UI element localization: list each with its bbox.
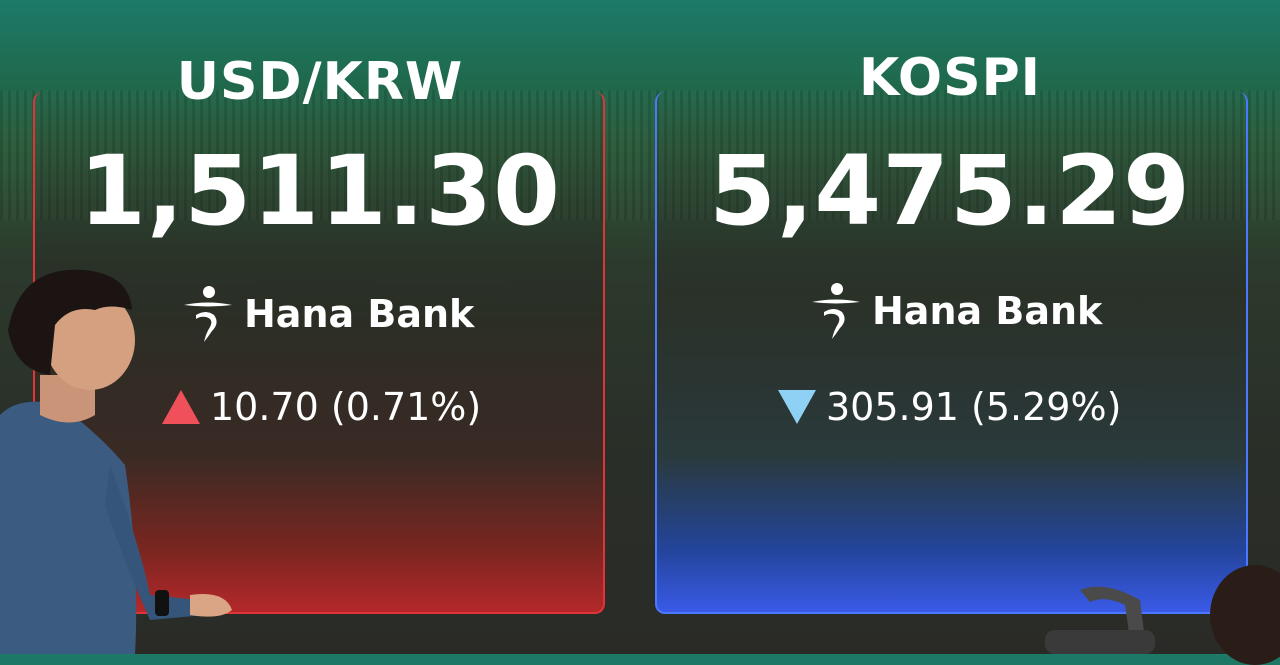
hana-bank-brand: Hana Bank bbox=[182, 285, 474, 343]
triangle-up-icon bbox=[162, 390, 200, 424]
brand-name: Hana Bank bbox=[244, 292, 475, 336]
person-walking bbox=[0, 269, 232, 654]
kospi-panel bbox=[655, 92, 1248, 614]
person-head-foreground bbox=[1210, 565, 1280, 665]
kospi-title: KOSPI bbox=[858, 48, 1042, 108]
usd-krw-value: 1,511.30 bbox=[79, 135, 561, 247]
hana-bank-logo bbox=[812, 283, 860, 339]
change-text: 10.70 (0.71%) bbox=[210, 385, 482, 429]
office-chair bbox=[1045, 586, 1155, 654]
triangle-down-icon bbox=[778, 390, 816, 424]
kospi-value: 5,475.29 bbox=[709, 135, 1191, 247]
hana-bank-logo bbox=[184, 286, 232, 342]
brand-name: Hana Bank bbox=[872, 289, 1103, 333]
usd-krw-change: 10.70 (0.71%) bbox=[162, 385, 481, 429]
change-text: 305.91 (5.29%) bbox=[826, 385, 1122, 429]
kospi-change: 305.91 (5.29%) bbox=[778, 385, 1121, 429]
hana-bank-brand: Hana Bank bbox=[810, 282, 1102, 340]
usd-krw-title: USD/KRW bbox=[176, 52, 464, 112]
